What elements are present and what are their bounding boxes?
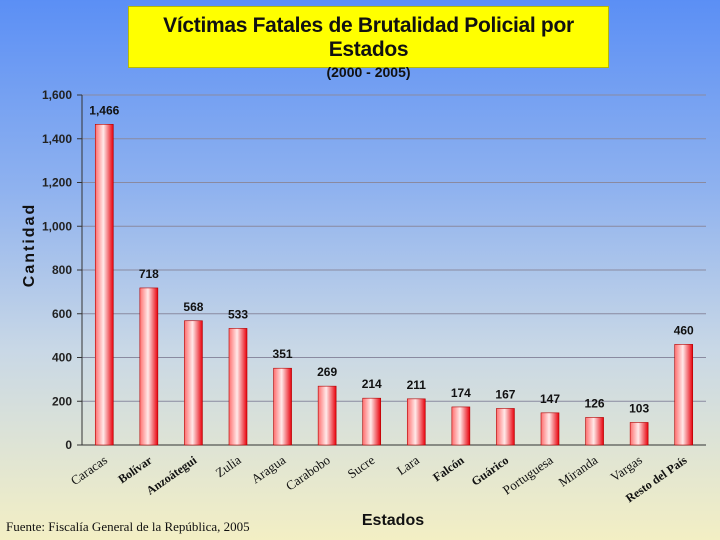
chart-subtitle: (2000 - 2005) (326, 64, 411, 80)
x-tick-label: Zulia (213, 452, 244, 480)
bar-value-label: 167 (495, 387, 515, 401)
y-tick-label: 1,200 (42, 176, 72, 190)
x-tick-label: Sucre (345, 452, 378, 481)
x-tick-label: Carabobo (283, 452, 333, 493)
y-tick-label: 600 (52, 307, 72, 321)
bar (228, 328, 248, 446)
bar-value-label: 214 (362, 377, 382, 391)
bar-value-label: 718 (139, 267, 159, 281)
y-tick-label: 400 (52, 351, 72, 365)
x-tick-label: Miranda (556, 452, 601, 490)
y-tick-label: 800 (52, 263, 72, 277)
x-tick-label: Lara (394, 452, 422, 478)
bar (406, 398, 426, 446)
bar (317, 385, 337, 446)
x-axis-label: Estados (362, 512, 424, 529)
chart-title: Víctimas Fatales de Brutalidad Policial … (163, 14, 574, 61)
bar (362, 397, 382, 446)
x-tick-label: Portuguesa (500, 452, 556, 498)
bar-value-label: 174 (451, 386, 471, 400)
bar (139, 287, 159, 446)
bar (629, 422, 649, 446)
y-tick-label: 1,600 (42, 88, 72, 102)
bar-value-label: 126 (585, 396, 605, 410)
bar-value-label: 351 (273, 347, 293, 361)
bar-value-label: 460 (674, 323, 694, 337)
y-tick-label: 200 (52, 394, 72, 408)
source-note: Fuente: Fiscalía General de la República… (6, 519, 250, 534)
x-tick-label: Vargas (607, 452, 644, 484)
bar (451, 406, 471, 446)
y-axis-label: Cantidad (21, 203, 38, 287)
bar (273, 367, 292, 446)
bar (674, 344, 694, 446)
bar (585, 417, 604, 446)
bar (496, 408, 515, 446)
y-tick-label: 1,000 (42, 219, 72, 233)
bar-value-label: 103 (629, 401, 649, 415)
bar-value-label: 568 (183, 300, 203, 314)
bar (94, 124, 114, 446)
y-tick-label: 0 (65, 438, 72, 452)
x-tick-label: Anzoátegui (144, 453, 200, 498)
x-tick-label: Falcón (430, 453, 467, 485)
bar-value-label: 1,466 (89, 103, 119, 117)
bar (184, 320, 203, 446)
bar (540, 412, 560, 446)
bar-value-label: 147 (540, 392, 560, 406)
bar-value-label: 211 (407, 378, 427, 392)
bar-value-label: 269 (317, 365, 337, 379)
y-tick-label: 1,400 (42, 132, 72, 146)
x-tick-label: Caracas (68, 452, 110, 488)
chart-title-box: Víctimas Fatales de Brutalidad Policial … (128, 6, 609, 80)
bar-value-label: 533 (228, 307, 248, 321)
